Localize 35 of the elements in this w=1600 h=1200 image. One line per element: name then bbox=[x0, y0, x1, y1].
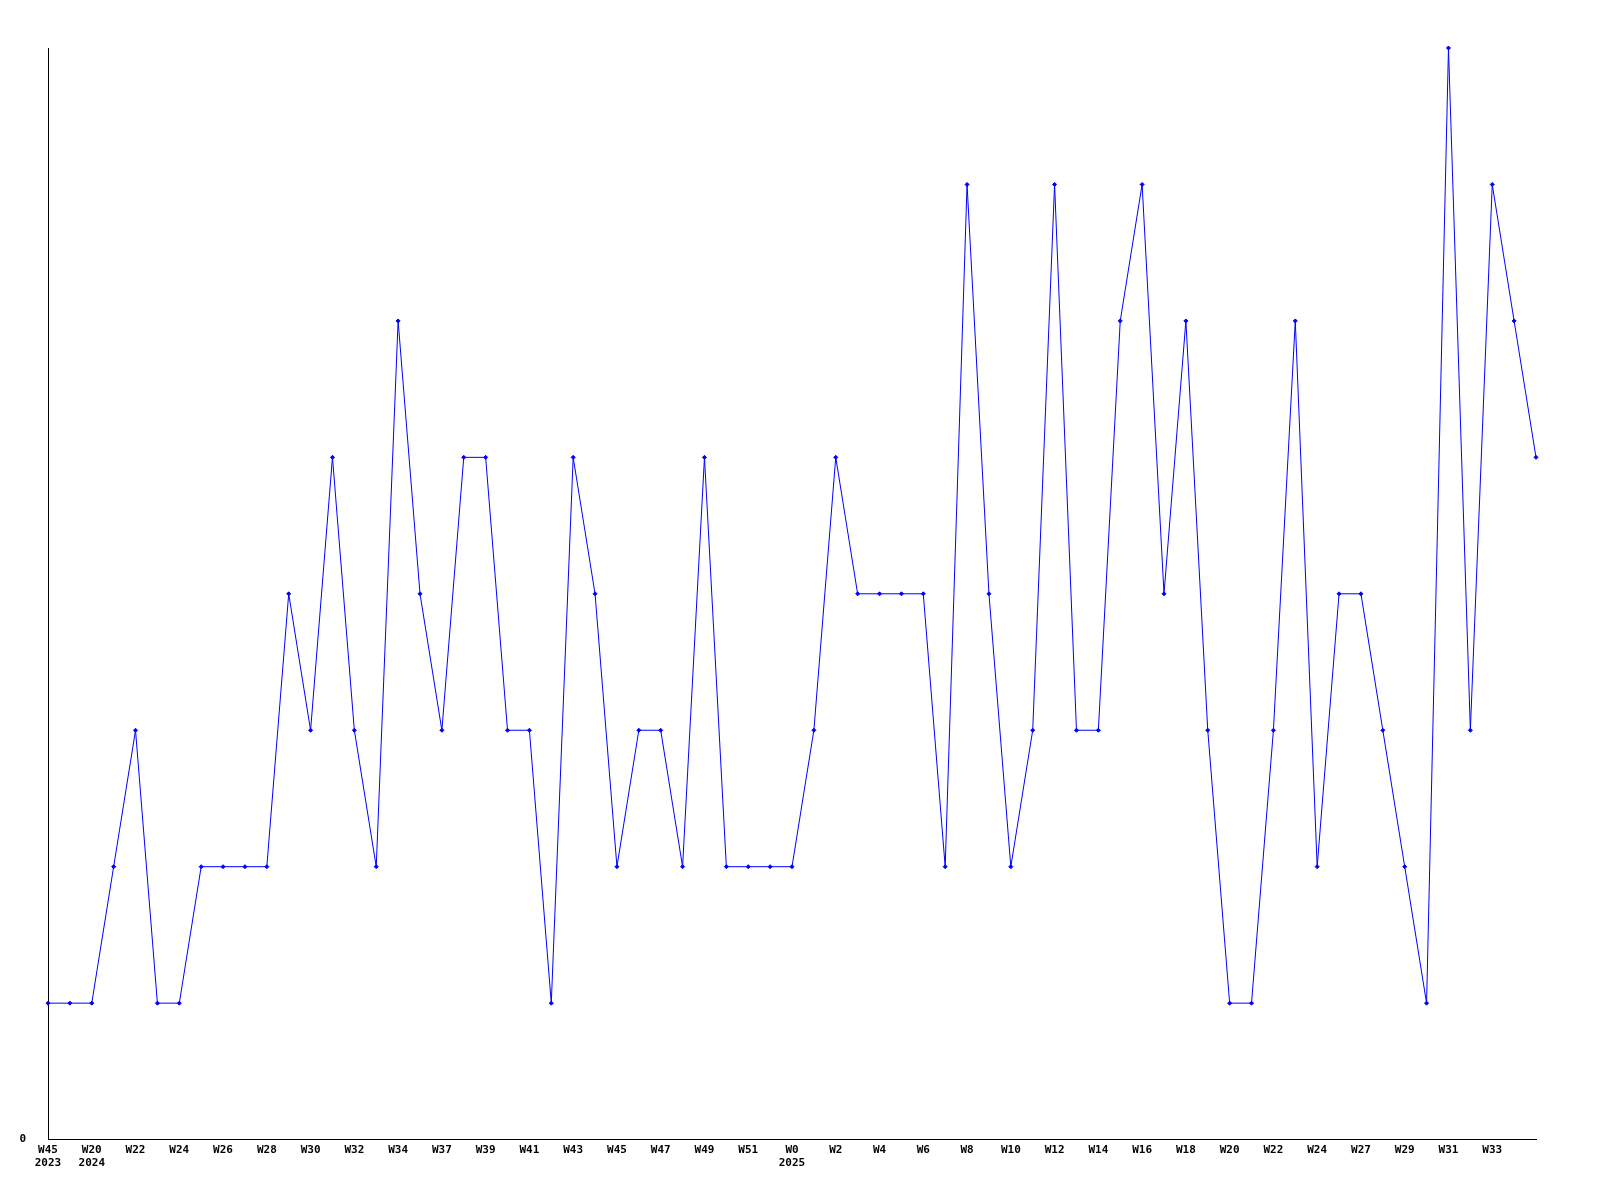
x-tick-label: W51 bbox=[738, 1143, 759, 1157]
x-tick-label: W26 bbox=[213, 1143, 234, 1157]
x-tick-label: W34 bbox=[388, 1143, 409, 1157]
x-tick-label: W49 bbox=[694, 1143, 715, 1157]
x-tick-label: W31 bbox=[1438, 1143, 1459, 1157]
x-tick-label: W2 bbox=[829, 1143, 843, 1157]
x-tick-label: W18 bbox=[1175, 1143, 1196, 1157]
x-tick-label: W27 bbox=[1351, 1143, 1371, 1157]
x-tick-label: W12 bbox=[1044, 1143, 1065, 1157]
x-tick-label: W8 bbox=[960, 1143, 974, 1157]
x-tick-label: W37 bbox=[431, 1143, 452, 1157]
x-tick-label: W32 bbox=[344, 1143, 365, 1157]
x-tick-label: W29 bbox=[1394, 1143, 1415, 1157]
x-tick-label: W10 bbox=[1000, 1143, 1021, 1157]
x-tick-label: W0 2025 bbox=[778, 1143, 806, 1170]
x-tick-label: W6 bbox=[916, 1143, 931, 1157]
x-tick-label: W14 bbox=[1088, 1143, 1109, 1157]
x-tick-label: W33 bbox=[1482, 1143, 1503, 1157]
x-tick-label: W20 bbox=[1219, 1143, 1240, 1157]
x-tick-label: W28 bbox=[256, 1143, 277, 1157]
x-tick-label: W39 bbox=[475, 1143, 496, 1157]
x-tick-label: W20 2024 bbox=[78, 1143, 106, 1170]
x-tick-label: W41 bbox=[519, 1143, 540, 1157]
x-tick-label: W24 bbox=[169, 1143, 190, 1157]
x-tick-label: W16 bbox=[1132, 1143, 1153, 1157]
x-tick-label: W47 bbox=[650, 1143, 671, 1157]
x-tick-label: W22 bbox=[125, 1143, 146, 1157]
x-tick-label: W43 bbox=[563, 1143, 584, 1157]
text: 0 bbox=[19, 1132, 26, 1146]
x-tick-label: W30 bbox=[300, 1143, 321, 1157]
x-tick-label: W4 bbox=[872, 1143, 887, 1157]
x-tick-label: W45 bbox=[607, 1143, 627, 1157]
x-tick-label: W24 bbox=[1307, 1143, 1328, 1157]
x-tick-label: W22 bbox=[1263, 1143, 1284, 1157]
x-tick-label: W45 2023 bbox=[34, 1143, 62, 1170]
